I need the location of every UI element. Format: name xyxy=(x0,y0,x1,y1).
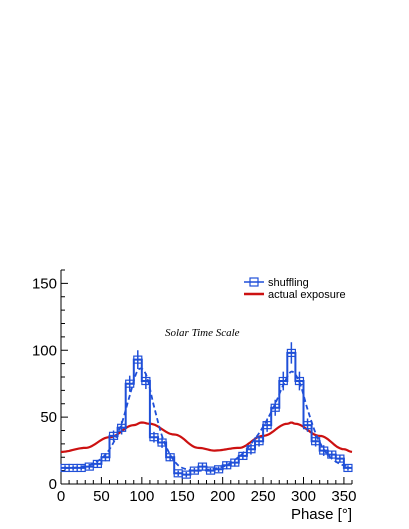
x-axis-label: Phase [°] xyxy=(291,506,352,523)
shuffling-point xyxy=(157,438,167,447)
legend-shuffling-marker xyxy=(249,277,259,287)
x-tick-label: 250 xyxy=(251,488,276,505)
y-tick-label: 150 xyxy=(32,275,57,292)
shuffling-point xyxy=(278,376,288,386)
shuffling-point xyxy=(117,423,127,432)
shuffling-point xyxy=(343,463,353,473)
shuffling-point xyxy=(141,376,151,386)
shuffling-point xyxy=(100,453,111,462)
shuffling-point xyxy=(165,453,175,462)
plot-area: 0 50 100 150 200 250 300 350 0 50 100 150 xyxy=(32,269,356,505)
legend-entry-actual-exposure: actual exposure xyxy=(244,289,346,301)
shuffling-point xyxy=(149,433,159,442)
chart-marks xyxy=(60,342,353,479)
shuffling-point xyxy=(246,445,256,454)
legend-shuffling-label: shuffling xyxy=(268,277,309,289)
legend-actual-exposure-label: actual exposure xyxy=(268,289,346,301)
shuffling-point xyxy=(262,421,272,430)
shuffling-point xyxy=(311,437,321,446)
shuffling-point xyxy=(335,454,345,463)
x-tick-label: 0 xyxy=(57,488,65,505)
tick-labels: 0 50 100 150 200 250 300 350 0 50 100 150 xyxy=(32,275,356,505)
x-tick-label: 150 xyxy=(170,488,195,505)
shuffling-point xyxy=(133,355,143,364)
solar-time-scale-annotation: Solar Time Scale xyxy=(165,327,240,339)
x-tick-label: 100 xyxy=(129,488,154,505)
x-tick-label: 300 xyxy=(291,488,316,505)
y-tick-label: 0 xyxy=(49,476,57,493)
shuffling-point xyxy=(230,458,240,467)
shuffling-point xyxy=(286,348,296,358)
shuffling-point xyxy=(294,376,305,386)
legend: shuffling actual exposure xyxy=(244,277,346,301)
axis-ticks xyxy=(60,269,353,485)
shuffling-point xyxy=(92,459,102,469)
shuffling-point xyxy=(270,403,280,412)
y-tick-label: 50 xyxy=(40,409,57,426)
shuffling-point xyxy=(254,437,264,446)
shuffling-point xyxy=(238,451,248,461)
shuffling-point xyxy=(108,431,119,440)
shuffling-point xyxy=(302,421,313,430)
x-tick-label: 50 xyxy=(93,488,110,505)
shuffling-point xyxy=(125,379,135,388)
fit-dashed-line xyxy=(65,367,349,472)
x-tick-label: 200 xyxy=(210,488,235,505)
legend-entry-shuffling: shuffling xyxy=(244,277,309,289)
x-tick-label: 350 xyxy=(331,488,356,505)
y-tick-label: 100 xyxy=(32,342,57,359)
actual-exposure-line xyxy=(61,421,353,453)
